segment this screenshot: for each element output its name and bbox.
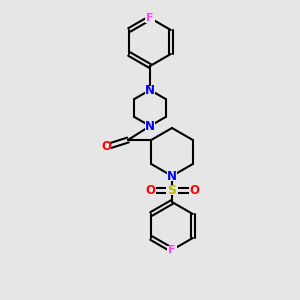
FancyBboxPatch shape — [166, 185, 178, 195]
Text: F: F — [168, 245, 176, 255]
Text: N: N — [145, 83, 155, 97]
FancyBboxPatch shape — [145, 14, 155, 22]
FancyBboxPatch shape — [145, 185, 155, 194]
FancyBboxPatch shape — [167, 172, 177, 181]
FancyBboxPatch shape — [188, 185, 200, 194]
Text: N: N — [167, 169, 177, 182]
Text: O: O — [101, 140, 111, 154]
Text: F: F — [146, 13, 154, 23]
FancyBboxPatch shape — [145, 122, 155, 130]
Text: N: N — [145, 119, 155, 133]
Text: O: O — [189, 184, 199, 196]
Text: S: S — [167, 184, 176, 196]
FancyBboxPatch shape — [145, 85, 155, 94]
FancyBboxPatch shape — [167, 245, 177, 254]
Text: O: O — [145, 184, 155, 196]
FancyBboxPatch shape — [101, 142, 111, 152]
